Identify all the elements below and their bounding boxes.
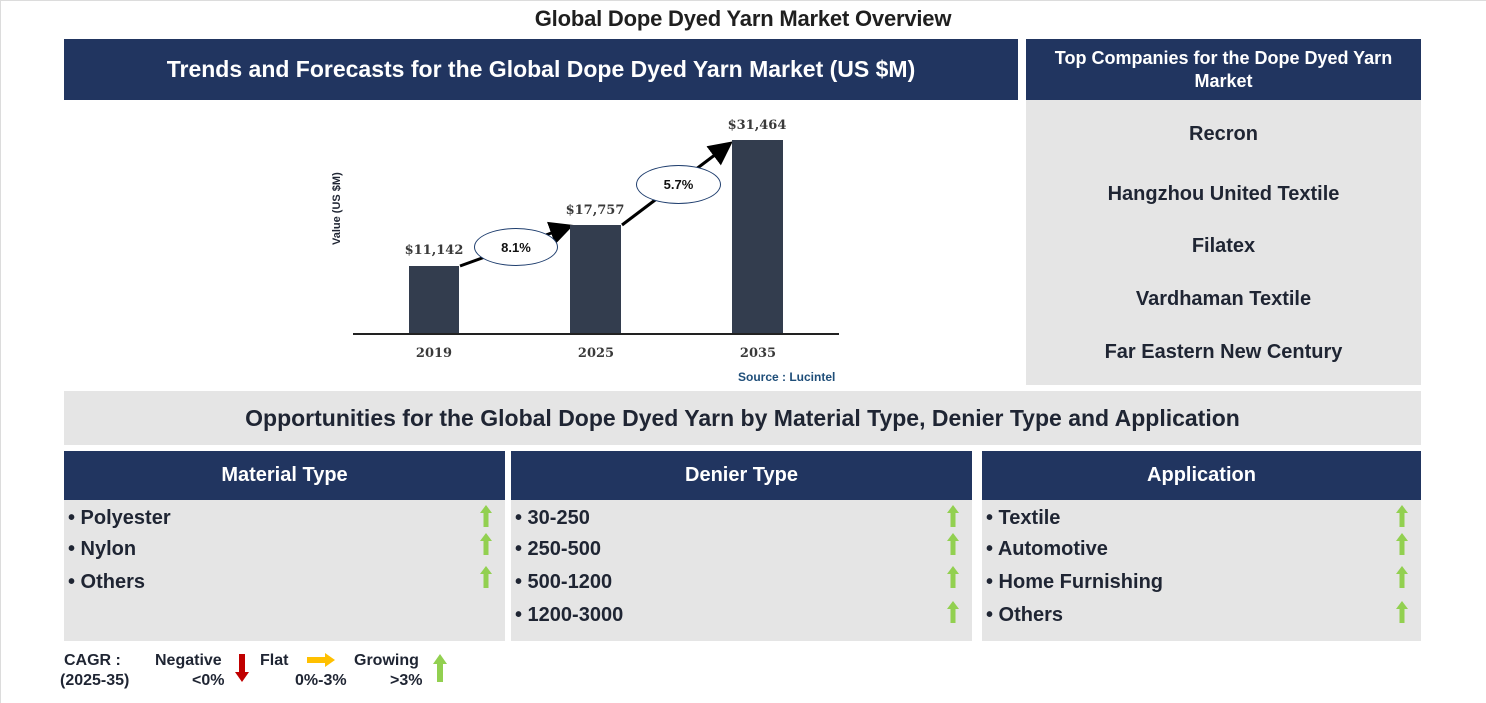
growing-arrow-icon bbox=[480, 533, 492, 555]
segment-body-denier-type: • 30-250 • 250-500 • 500-1200 • 1200-300… bbox=[511, 500, 972, 641]
legend-growing-label: Growing bbox=[354, 652, 419, 669]
growing-arrow-icon bbox=[1396, 601, 1408, 623]
segment-item: • Automotive bbox=[986, 538, 1108, 560]
page-title: Global Dope Dyed Yarn Market Overview bbox=[534, 6, 952, 31]
x-tick-2025: 2025 bbox=[577, 346, 615, 361]
company-item: Recron bbox=[1189, 123, 1258, 145]
segment-header-denier-type: Denier Type bbox=[511, 451, 972, 500]
growing-arrow-icon bbox=[947, 533, 959, 555]
segment-header-material-type: Material Type bbox=[64, 451, 505, 500]
companies-list: Recron Hangzhou United Textile Filatex V… bbox=[1026, 100, 1421, 385]
cagr-arrows bbox=[459, 141, 733, 268]
segment-item: • 250-500 bbox=[515, 538, 601, 560]
segment-item: • 30-250 bbox=[515, 507, 590, 529]
segment-item: • Nylon bbox=[68, 538, 137, 560]
segment-body-material-type: • Polyester • Nylon • Others bbox=[64, 500, 505, 641]
growing-arrow-icon bbox=[947, 566, 959, 588]
cagr-bubble-2025-2035: 5.7% bbox=[636, 165, 721, 204]
trends-header: Trends and Forecasts for the Global Dope… bbox=[64, 39, 1018, 100]
legend-flat-range: 0%-3% bbox=[295, 672, 347, 689]
source-note: Source : Lucintel bbox=[738, 370, 836, 384]
segment-item: • 1200-3000 bbox=[515, 604, 624, 626]
opportunities-banner: Opportunities for the Global Dope Dyed Y… bbox=[64, 391, 1421, 445]
segment-item: • Polyester bbox=[68, 507, 171, 529]
segment-item: • Home Furnishing bbox=[986, 571, 1164, 593]
company-item: Far Eastern New Century bbox=[1104, 341, 1343, 363]
legend-period: (2025-35) bbox=[60, 672, 130, 689]
growing-arrow-icon bbox=[480, 566, 492, 588]
bar-2019 bbox=[409, 266, 459, 333]
legend-cagr-label: CAGR : bbox=[64, 652, 121, 669]
legend-negative-range: <0% bbox=[192, 672, 225, 689]
company-item: Filatex bbox=[1191, 235, 1256, 257]
growing-arrow-icon bbox=[480, 505, 492, 527]
x-tick-2035: 2035 bbox=[739, 346, 777, 361]
x-tick-2019: 2019 bbox=[415, 346, 453, 361]
company-item: Hangzhou United Textile bbox=[1107, 183, 1340, 205]
legend-flat-label: Flat bbox=[260, 652, 289, 669]
companies-header: Top Companies for the Dope Dyed Yarn Mar… bbox=[1026, 39, 1421, 100]
segment-item: • 500-1200 bbox=[515, 571, 613, 593]
market-bar-chart: Value (US $M) $11,142 $17,757 $31,464 8.… bbox=[0, 0, 1020, 390]
negative-arrow-icon bbox=[235, 654, 249, 682]
growing-arrow-icon bbox=[1396, 566, 1408, 588]
bar-value-2035: $31,464 bbox=[727, 118, 787, 133]
flat-arrow-icon bbox=[307, 653, 335, 667]
segment-item: • Textile bbox=[986, 507, 1061, 529]
cagr-bubble-2019-2025: 8.1% bbox=[474, 228, 558, 266]
segment-body-application: • Textile • Automotive • Home Furnishing… bbox=[982, 500, 1421, 641]
company-item: Vardhaman Textile bbox=[1135, 288, 1312, 310]
x-axis-line bbox=[353, 333, 839, 335]
bar-value-2025: $17,757 bbox=[565, 203, 625, 218]
legend-growing-range: >3% bbox=[390, 672, 423, 689]
segment-item: • Others bbox=[68, 571, 146, 593]
segment-header-application: Application bbox=[982, 451, 1421, 500]
growing-arrow-icon bbox=[947, 601, 959, 623]
bar-value-2019: $11,142 bbox=[404, 243, 464, 258]
growing-arrow-icon bbox=[1396, 533, 1408, 555]
bar-2025 bbox=[570, 225, 621, 333]
growing-arrow-icon bbox=[433, 654, 447, 682]
bar-2035 bbox=[732, 140, 783, 333]
legend-negative-label: Negative bbox=[155, 652, 222, 669]
growing-arrow-icon bbox=[947, 505, 959, 527]
growing-arrow-icon bbox=[1396, 505, 1408, 527]
segment-item: • Others bbox=[986, 604, 1064, 626]
